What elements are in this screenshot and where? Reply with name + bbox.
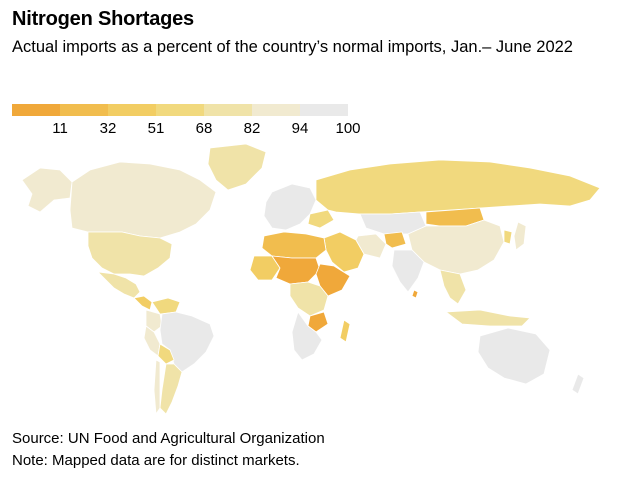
map-region: [21, 167, 73, 213]
map-region: [355, 233, 387, 259]
legend-tick-label: 82: [243, 120, 261, 137]
map-region: [315, 159, 601, 215]
legend-swatches: [12, 104, 348, 116]
legend-ticks: 11 32 51 68 82 94 100: [12, 118, 372, 138]
map-region: [87, 231, 173, 277]
map-region: [307, 311, 329, 333]
map-region: [271, 255, 321, 285]
map-region: [159, 363, 183, 415]
map-region: [151, 297, 181, 315]
map-region: [383, 231, 407, 249]
map-region: [207, 143, 267, 191]
map-region: [133, 295, 153, 311]
map-region: [439, 269, 467, 305]
map-region: [69, 161, 217, 239]
legend-swatch: [156, 104, 204, 116]
map-region: [143, 325, 161, 357]
map-region: [323, 231, 365, 273]
legend-tick-label: 94: [291, 120, 309, 137]
legend-tick-label: 32: [99, 120, 117, 137]
legend-tick-label: 51: [147, 120, 165, 137]
map-region: [263, 183, 317, 231]
map-region: [407, 219, 505, 275]
map-region: [289, 281, 329, 317]
map-region: [503, 229, 513, 245]
legend-swatch: [12, 104, 60, 116]
map-region: [411, 289, 419, 299]
world-map: [21, 143, 601, 415]
map-region: [391, 249, 425, 293]
map-region: [513, 221, 527, 251]
map-region: [291, 311, 323, 361]
data-note: Note: Mapped data are for distinct marke…: [12, 452, 300, 469]
color-legend: 11 32 51 68 82 94 100: [12, 104, 361, 140]
chart-subtitle: Actual imports as a percent of the count…: [12, 38, 573, 56]
map-region: [153, 359, 161, 415]
legend-swatch: [300, 104, 348, 116]
legend-swatch: [108, 104, 156, 116]
map-region: [445, 309, 531, 327]
map-region: [339, 319, 351, 343]
map-region: [477, 327, 551, 385]
map-region: [145, 309, 163, 333]
legend-swatch: [252, 104, 300, 116]
legend-tick-label: 100: [335, 120, 361, 137]
map-region: [97, 271, 141, 299]
legend-tick-label: 11: [52, 120, 68, 137]
chart-title: Nitrogen Shortages: [12, 8, 194, 30]
legend-swatch: [60, 104, 108, 116]
source-note: Source: UN Food and Agricultural Organiz…: [12, 430, 325, 447]
map-region: [157, 343, 175, 365]
map-region: [261, 231, 327, 259]
map-region: [571, 373, 585, 395]
map-region: [315, 263, 351, 297]
legend-tick-label: 68: [195, 120, 213, 137]
map-region: [159, 311, 215, 373]
map-region: [307, 209, 335, 229]
legend-swatch: [204, 104, 252, 116]
footer: Source: UN Food and Agricultural Organiz…: [12, 428, 325, 472]
